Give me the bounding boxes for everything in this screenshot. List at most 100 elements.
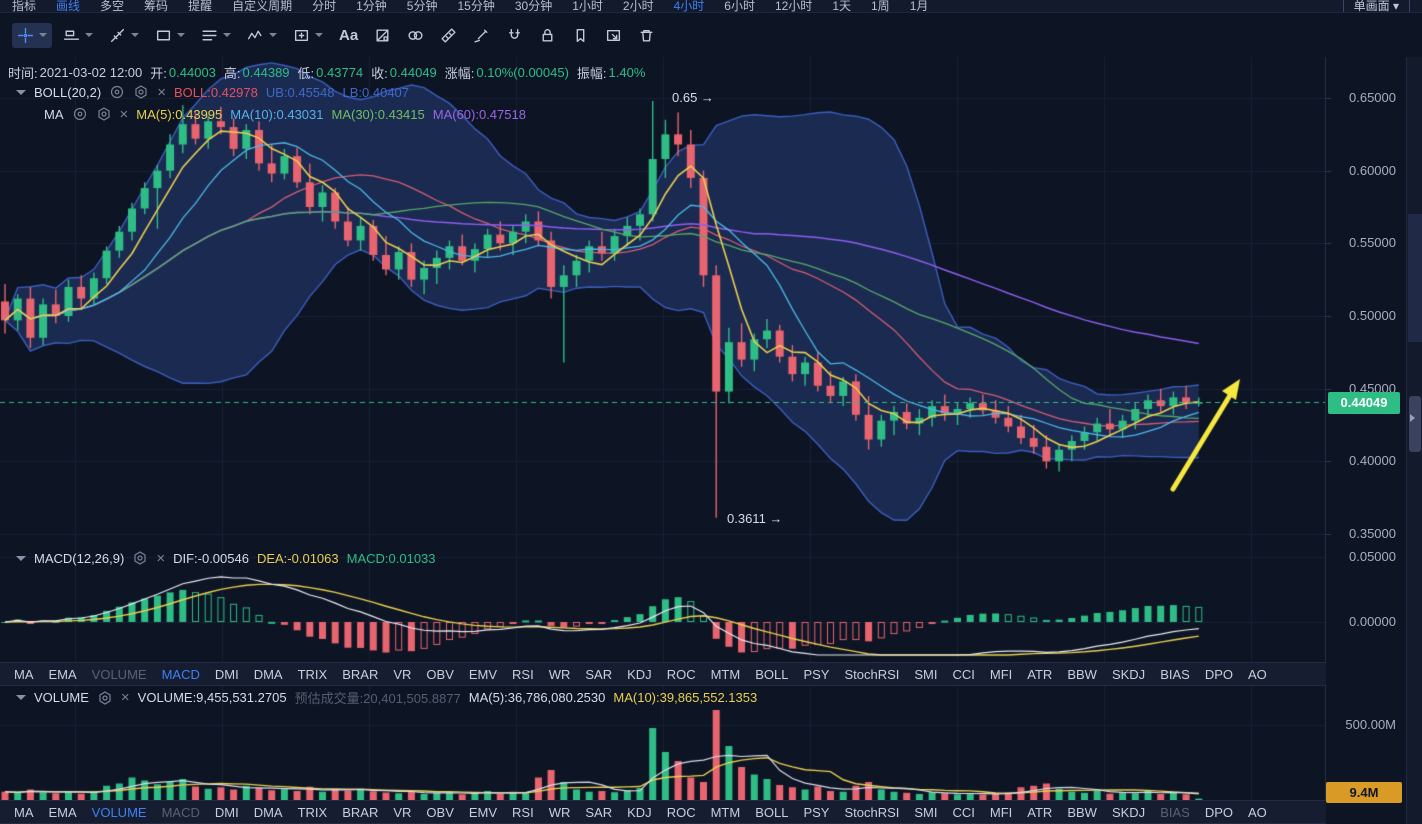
topbar-item[interactable]: 1月: [909, 0, 929, 13]
circles-tool[interactable]: [402, 23, 429, 48]
topbar-item[interactable]: 6小时: [724, 0, 755, 13]
indicator-tab-mfi[interactable]: MFI: [989, 804, 1013, 820]
indicator-tab-mfi[interactable]: MFI: [989, 666, 1013, 682]
topbar-item[interactable]: 画线: [56, 0, 81, 13]
indicator-tab-cci[interactable]: CCI: [952, 804, 975, 820]
indicator-tab-macd[interactable]: MACD: [161, 804, 200, 820]
axis-scrollbar[interactable]: [1406, 57, 1422, 824]
gear-icon[interactable]: [132, 550, 148, 566]
indicator-tab-sar[interactable]: SAR: [585, 804, 613, 820]
close-icon[interactable]: ×: [120, 689, 130, 706]
scrollbar-thumb[interactable]: [1408, 214, 1422, 342]
gear-icon[interactable]: [97, 690, 113, 706]
indicator-tab-bias[interactable]: BIAS: [1160, 804, 1190, 820]
indicator-tab-brar[interactable]: BRAR: [342, 804, 379, 820]
indicator-tab-kdj[interactable]: KDJ: [627, 666, 652, 682]
indicator-tab-sar[interactable]: SAR: [585, 666, 613, 682]
indicator-tab-mtm[interactable]: MTM: [710, 666, 741, 682]
topbar-item[interactable]: 5分钟: [406, 0, 438, 13]
gear-icon[interactable]: [133, 84, 149, 100]
bookmark-tool[interactable]: [567, 23, 594, 48]
macd-pane-canvas[interactable]: [0, 545, 1325, 662]
delete-tool[interactable]: [633, 23, 660, 48]
topbar-item[interactable]: 提醒: [188, 0, 213, 13]
indicator-tab-trix[interactable]: TRIX: [297, 804, 328, 820]
close-icon[interactable]: ×: [157, 83, 166, 101]
close-icon[interactable]: ×: [119, 105, 129, 123]
wave-tool[interactable]: [242, 23, 282, 48]
eye-icon[interactable]: [109, 84, 125, 100]
indicator-tab-roc[interactable]: ROC: [666, 804, 696, 820]
indicator-tab-dmi[interactable]: DMI: [214, 804, 239, 820]
magnet-tool[interactable]: [501, 23, 528, 48]
indicator-tab-stochrsi[interactable]: StochRSI: [844, 804, 900, 820]
indicator-tab-ema[interactable]: EMA: [48, 666, 77, 682]
indicator-tab-atr[interactable]: ATR: [1027, 804, 1053, 820]
indicator-tab-ema[interactable]: EMA: [48, 804, 77, 820]
position-tool[interactable]: [288, 23, 328, 48]
topbar-item[interactable]: 15分钟: [457, 0, 495, 13]
indicator-tab-boll[interactable]: BOLL: [755, 666, 789, 682]
eye-icon[interactable]: [72, 106, 88, 122]
indicator-tab-boll[interactable]: BOLL: [755, 804, 789, 820]
indicator-tab-psy[interactable]: PSY: [803, 804, 830, 820]
lock-tool[interactable]: [534, 23, 561, 48]
indicator-tab-psy[interactable]: PSY: [803, 666, 830, 682]
indicator-tab-atr[interactable]: ATR: [1027, 666, 1053, 682]
topbar-item[interactable]: 多空: [100, 0, 125, 13]
indicator-tab-smi[interactable]: SMI: [914, 666, 938, 682]
chevron-down-icon[interactable]: [16, 695, 26, 700]
indicator-tab-emv[interactable]: EMV: [468, 804, 498, 820]
indicator-tab-cci[interactable]: CCI: [952, 666, 975, 682]
indicator-tab-vr[interactable]: VR: [393, 804, 412, 820]
topbar-item[interactable]: 1天: [832, 0, 851, 13]
topbar-item[interactable]: 2小时: [622, 0, 654, 13]
price-line-tool[interactable]: [58, 23, 98, 48]
price-scroll-handle[interactable]: [1409, 396, 1421, 452]
indicator-tab-macd[interactable]: MACD: [161, 666, 200, 682]
indicator-tab-ma[interactable]: MA: [14, 804, 34, 820]
indicator-tab-volume[interactable]: VOLUME: [91, 666, 147, 682]
indicator-tab-bias[interactable]: BIAS: [1160, 666, 1190, 682]
text-tool[interactable]: Aa: [334, 23, 363, 48]
indicator-tab-roc[interactable]: ROC: [666, 666, 696, 682]
price-chart-canvas[interactable]: [0, 57, 1325, 545]
topbar-item[interactable]: 分时: [312, 0, 337, 13]
indicator-tab-wr[interactable]: WR: [548, 666, 571, 682]
topbar-item[interactable]: 4小时: [673, 0, 705, 13]
indicator-tab-volume[interactable]: VOLUME: [91, 804, 147, 820]
indicator-tab-dma[interactable]: DMA: [253, 804, 283, 820]
indicator-tab-ao[interactable]: AO: [1247, 804, 1267, 820]
topbar-item[interactable]: 30分钟: [514, 0, 553, 13]
indicator-tab-dpo[interactable]: DPO: [1204, 804, 1233, 820]
indicator-tab-bbw[interactable]: BBW: [1067, 666, 1097, 682]
topbar-item[interactable]: 12小时: [774, 0, 813, 13]
indicator-tab-obv[interactable]: OBV: [426, 804, 454, 820]
ruler-tool[interactable]: [435, 23, 462, 48]
indicator-tab-obv[interactable]: OBV: [426, 666, 454, 682]
indicator-tab-dma[interactable]: DMA: [253, 666, 283, 682]
topbar-item[interactable]: 指标: [12, 0, 37, 13]
indicator-tab-ao[interactable]: AO: [1247, 666, 1267, 682]
screenshot-tool[interactable]: [600, 23, 627, 48]
indicator-tab-wr[interactable]: WR: [548, 804, 571, 820]
gear-icon[interactable]: [96, 106, 112, 122]
topbar-item[interactable]: 1周: [871, 0, 890, 13]
topbar-item[interactable]: 自定义周期: [232, 0, 293, 13]
chevron-down-icon[interactable]: [16, 555, 26, 561]
indicator-tab-rsi[interactable]: RSI: [512, 804, 534, 820]
volume-pane-canvas[interactable]: [0, 686, 1325, 800]
indicator-tab-brar[interactable]: BRAR: [342, 666, 379, 682]
indicator-tab-skdj[interactable]: SKDJ: [1111, 666, 1146, 682]
trend-line-tool[interactable]: [104, 23, 144, 48]
close-icon[interactable]: ×: [156, 549, 166, 567]
indicator-tab-stochrsi[interactable]: StochRSI: [844, 666, 900, 682]
indicator-tab-bbw[interactable]: BBW: [1067, 804, 1097, 820]
indicator-tab-kdj[interactable]: KDJ: [627, 804, 652, 820]
indicator-tab-vr[interactable]: VR: [393, 666, 412, 682]
indicator-tab-emv[interactable]: EMV: [468, 666, 498, 682]
indicator-tab-dmi[interactable]: DMI: [214, 666, 239, 682]
pattern-tool[interactable]: [369, 23, 396, 48]
pen-tool[interactable]: [468, 23, 495, 48]
topbar-item[interactable]: 1小时: [572, 0, 603, 13]
